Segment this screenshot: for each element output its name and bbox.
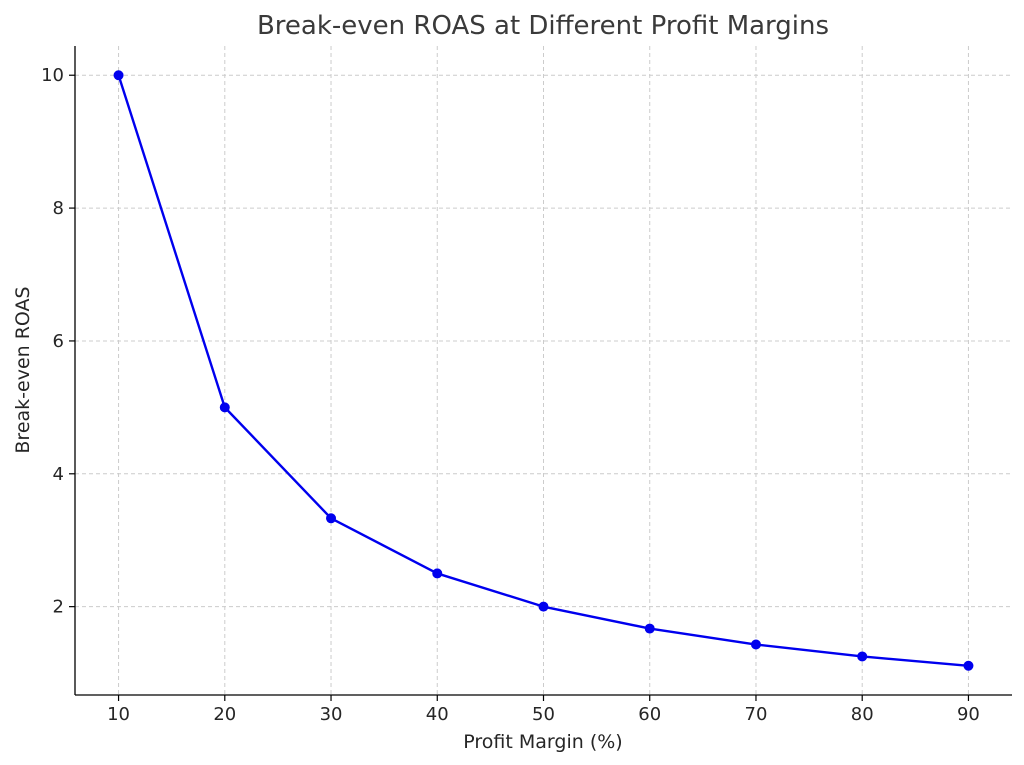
y-tick-label: 6 <box>53 331 64 352</box>
y-tick-label: 2 <box>53 597 64 618</box>
data-point <box>644 623 655 634</box>
data-point <box>113 70 124 81</box>
x-tick-label: 80 <box>851 704 874 725</box>
y-axis-ticks: 2 4 6 8 10 <box>41 65 75 618</box>
grid-lines <box>75 46 1012 695</box>
x-axis-label: Profit Margin (%) <box>463 731 622 753</box>
x-tick-label: 60 <box>638 704 661 725</box>
data-point <box>750 639 761 650</box>
y-axis-label: Break-even ROAS <box>12 286 34 453</box>
y-tick-label: 4 <box>53 464 64 485</box>
data-point <box>538 601 549 612</box>
x-tick-label: 70 <box>745 704 768 725</box>
y-tick-label: 10 <box>41 65 64 86</box>
x-tick-label: 90 <box>957 704 980 725</box>
data-point <box>219 402 230 413</box>
x-tick-label: 40 <box>426 704 449 725</box>
series-layer <box>113 70 974 671</box>
y-tick-label: 8 <box>53 198 64 219</box>
data-point <box>963 660 974 671</box>
x-tick-label: 20 <box>213 704 236 725</box>
data-point <box>326 513 337 524</box>
chart-title: Break-even ROAS at Different Profit Marg… <box>257 11 829 41</box>
x-tick-label: 50 <box>532 704 555 725</box>
x-tick-label: 30 <box>320 704 343 725</box>
x-axis-ticks: 10 20 30 40 50 60 70 80 90 <box>107 695 980 725</box>
data-point <box>857 651 868 662</box>
data-point <box>432 568 443 579</box>
x-tick-label: 10 <box>107 704 130 725</box>
